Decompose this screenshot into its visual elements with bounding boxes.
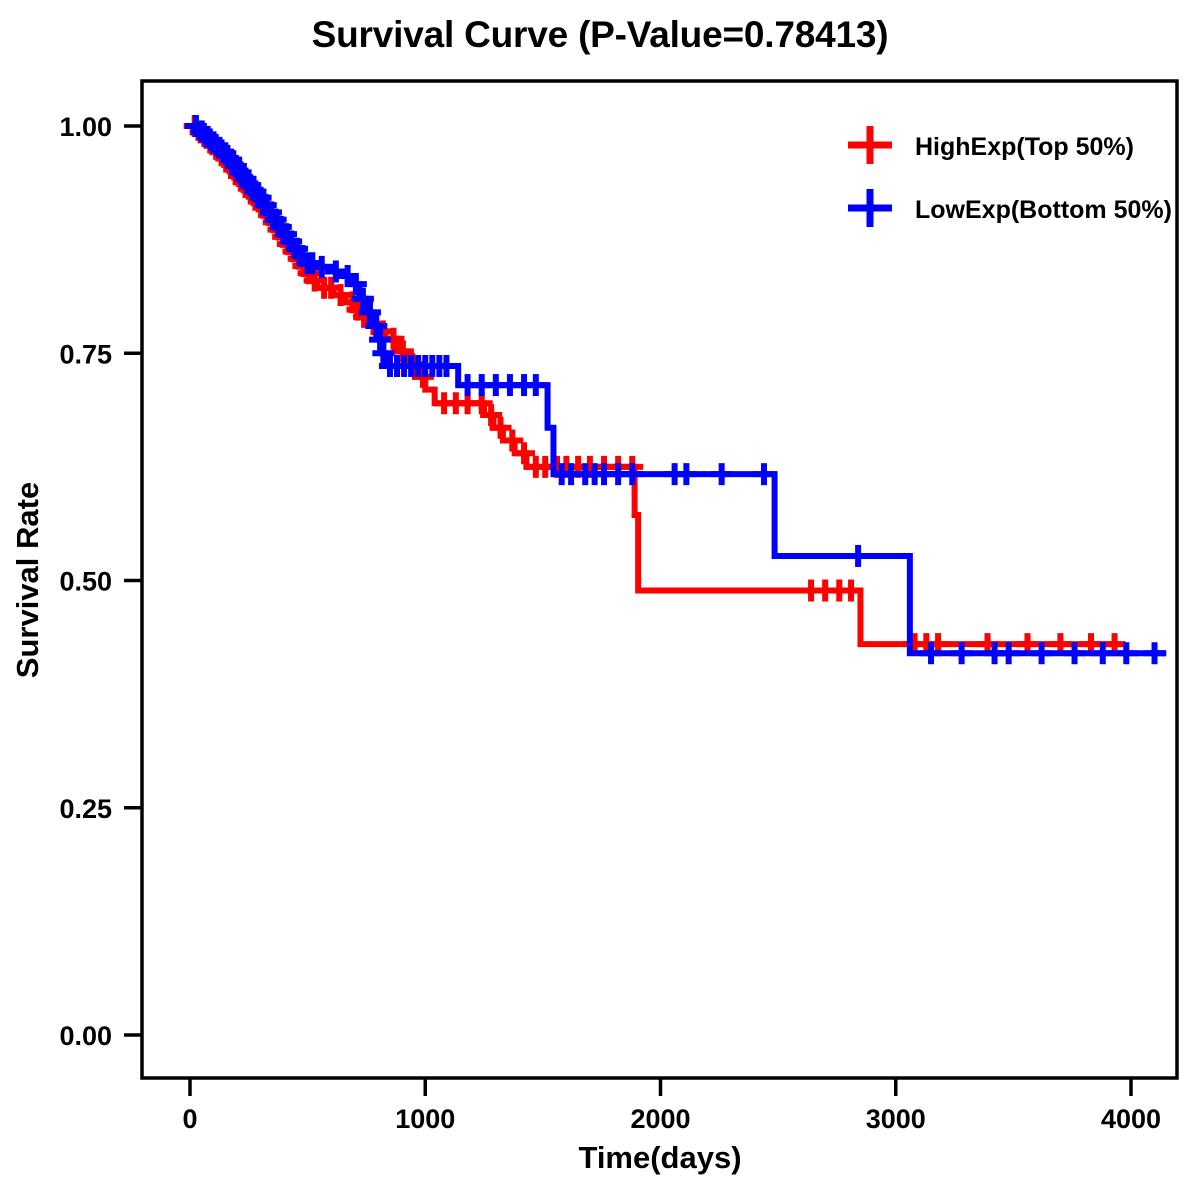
y-tick-label: 1.00 — [59, 112, 112, 142]
y-axis: 0.00 0.25 0.50 0.75 1.00 — [59, 112, 142, 1051]
series-layer — [183, 115, 1167, 665]
y-tick-label: 0.75 — [59, 339, 112, 369]
page-title: Survival Curve (P-Value=0.78413) — [311, 14, 889, 55]
legend[interactable]: HighExp(Top 50%) LowExp(Bottom 50%) — [848, 126, 1172, 227]
x-tick-label: 1000 — [395, 1104, 455, 1134]
x-tick-label: 3000 — [866, 1104, 926, 1134]
censor-marks — [184, 115, 1166, 665]
x-tick-label: 2000 — [630, 1104, 690, 1134]
series-low-exp — [184, 115, 1167, 665]
legend-label: LowExp(Bottom 50%) — [915, 196, 1172, 224]
y-tick-label: 0.50 — [59, 567, 112, 597]
legend-item-high-exp[interactable]: HighExp(Top 50%) — [848, 126, 1134, 164]
plot-area-border — [140, 79, 1179, 1080]
y-tick-label: 0.00 — [59, 1021, 112, 1051]
x-axis: 0 1000 2000 3000 4000 — [182, 1078, 1161, 1134]
legend-item-low-exp[interactable]: LowExp(Bottom 50%) — [848, 189, 1172, 227]
y-axis-title: Survival Rate — [10, 482, 45, 678]
x-tick-label: 4000 — [1101, 1104, 1161, 1134]
y-tick-label: 0.25 — [59, 794, 112, 824]
legend-label: HighExp(Top 50%) — [915, 133, 1134, 161]
x-tick-label: 0 — [182, 1104, 197, 1134]
x-axis-title: Time(days) — [578, 1140, 741, 1175]
